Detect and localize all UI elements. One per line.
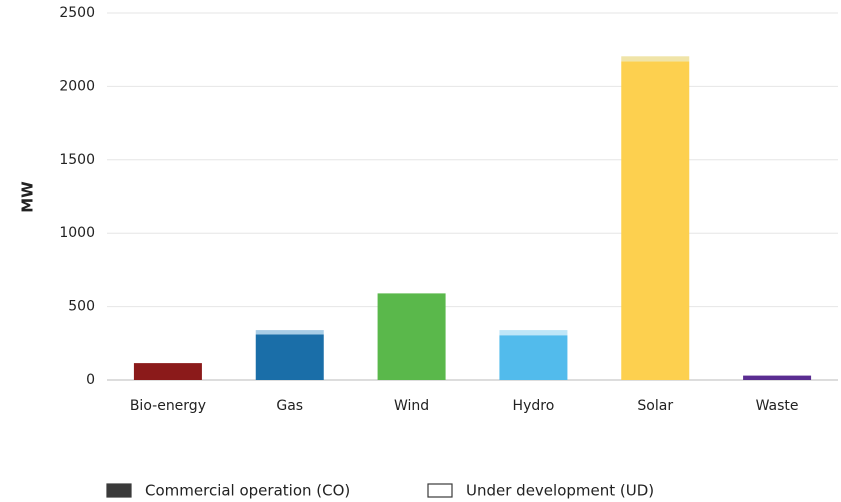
y-tick-label: 1500: [59, 152, 95, 168]
legend-swatch: [427, 483, 453, 498]
bar-segment: [133, 363, 202, 380]
x-tick-label: Solar: [637, 398, 673, 414]
x-tick-label: Waste: [756, 398, 799, 414]
bar-segment: [255, 334, 324, 380]
bar-segment: [255, 330, 324, 335]
y-tick-label: 1000: [59, 225, 95, 241]
bar-segment: [743, 375, 812, 380]
bar-segment: [499, 335, 568, 380]
legend-label: Under development (UD): [466, 482, 654, 500]
y-tick-label: 500: [68, 299, 95, 315]
y-tick-label: 2000: [59, 78, 95, 94]
bar-segment: [621, 56, 690, 62]
bar-segment: [621, 61, 690, 380]
legend-label: Commercial operation (CO): [145, 482, 350, 500]
y-tick-label: 2500: [59, 5, 95, 21]
x-tick-label: Gas: [276, 398, 303, 414]
bar-segment: [377, 293, 446, 380]
x-tick-label: Hydro: [513, 398, 555, 414]
x-tick-label: Bio-energy: [130, 398, 206, 414]
y-axis-label: MW: [19, 181, 37, 213]
legend-swatch: [106, 483, 132, 498]
bar-segment: [499, 330, 568, 336]
x-tick-label: Wind: [394, 398, 429, 414]
y-tick-label: 0: [86, 372, 95, 388]
